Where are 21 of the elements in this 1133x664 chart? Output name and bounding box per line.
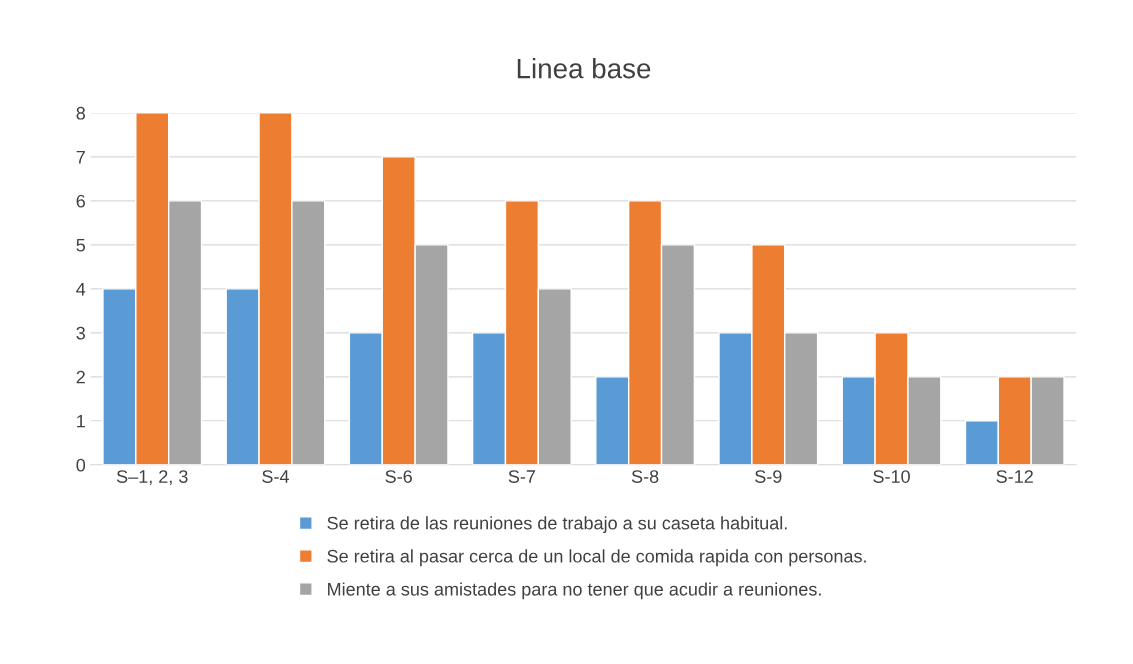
x-tick-label: S-6 (385, 470, 412, 483)
x-tick-label: S–1, 2, 3 (116, 470, 188, 486)
y-tick-label: 0 (76, 458, 86, 472)
y-tick-label: 7 (76, 150, 85, 164)
y-tick-label: 4 (76, 282, 86, 296)
x-tick-label: S-9 (755, 470, 782, 483)
legend-label: Miente a sus amistades para no tener que acudir a reuniones. (328, 582, 821, 600)
legend-label: Se retira al pasar cerca de un local de comida rapida con personas. (327, 549, 866, 567)
y-tick-label: 3 (76, 326, 85, 340)
y-tick-label: 6 (76, 194, 85, 208)
chart-title: Linea base (517, 58, 651, 79)
x-tick-label: S-12 (996, 470, 1033, 483)
y-tick-label: 5 (76, 238, 86, 252)
legend-label: Se retira de las reuniones de trabajo a su caseta habitual. (327, 516, 787, 534)
x-tick-label: S-4 (262, 470, 289, 483)
y-tick-label: 8 (76, 106, 85, 120)
x-tick-label: S-10 (873, 470, 910, 483)
x-tick-label: S-8 (631, 470, 659, 483)
y-tick-label: 1 (77, 414, 85, 428)
y-tick-label: 2 (76, 370, 85, 384)
x-tick-label: S-7 (508, 470, 536, 483)
